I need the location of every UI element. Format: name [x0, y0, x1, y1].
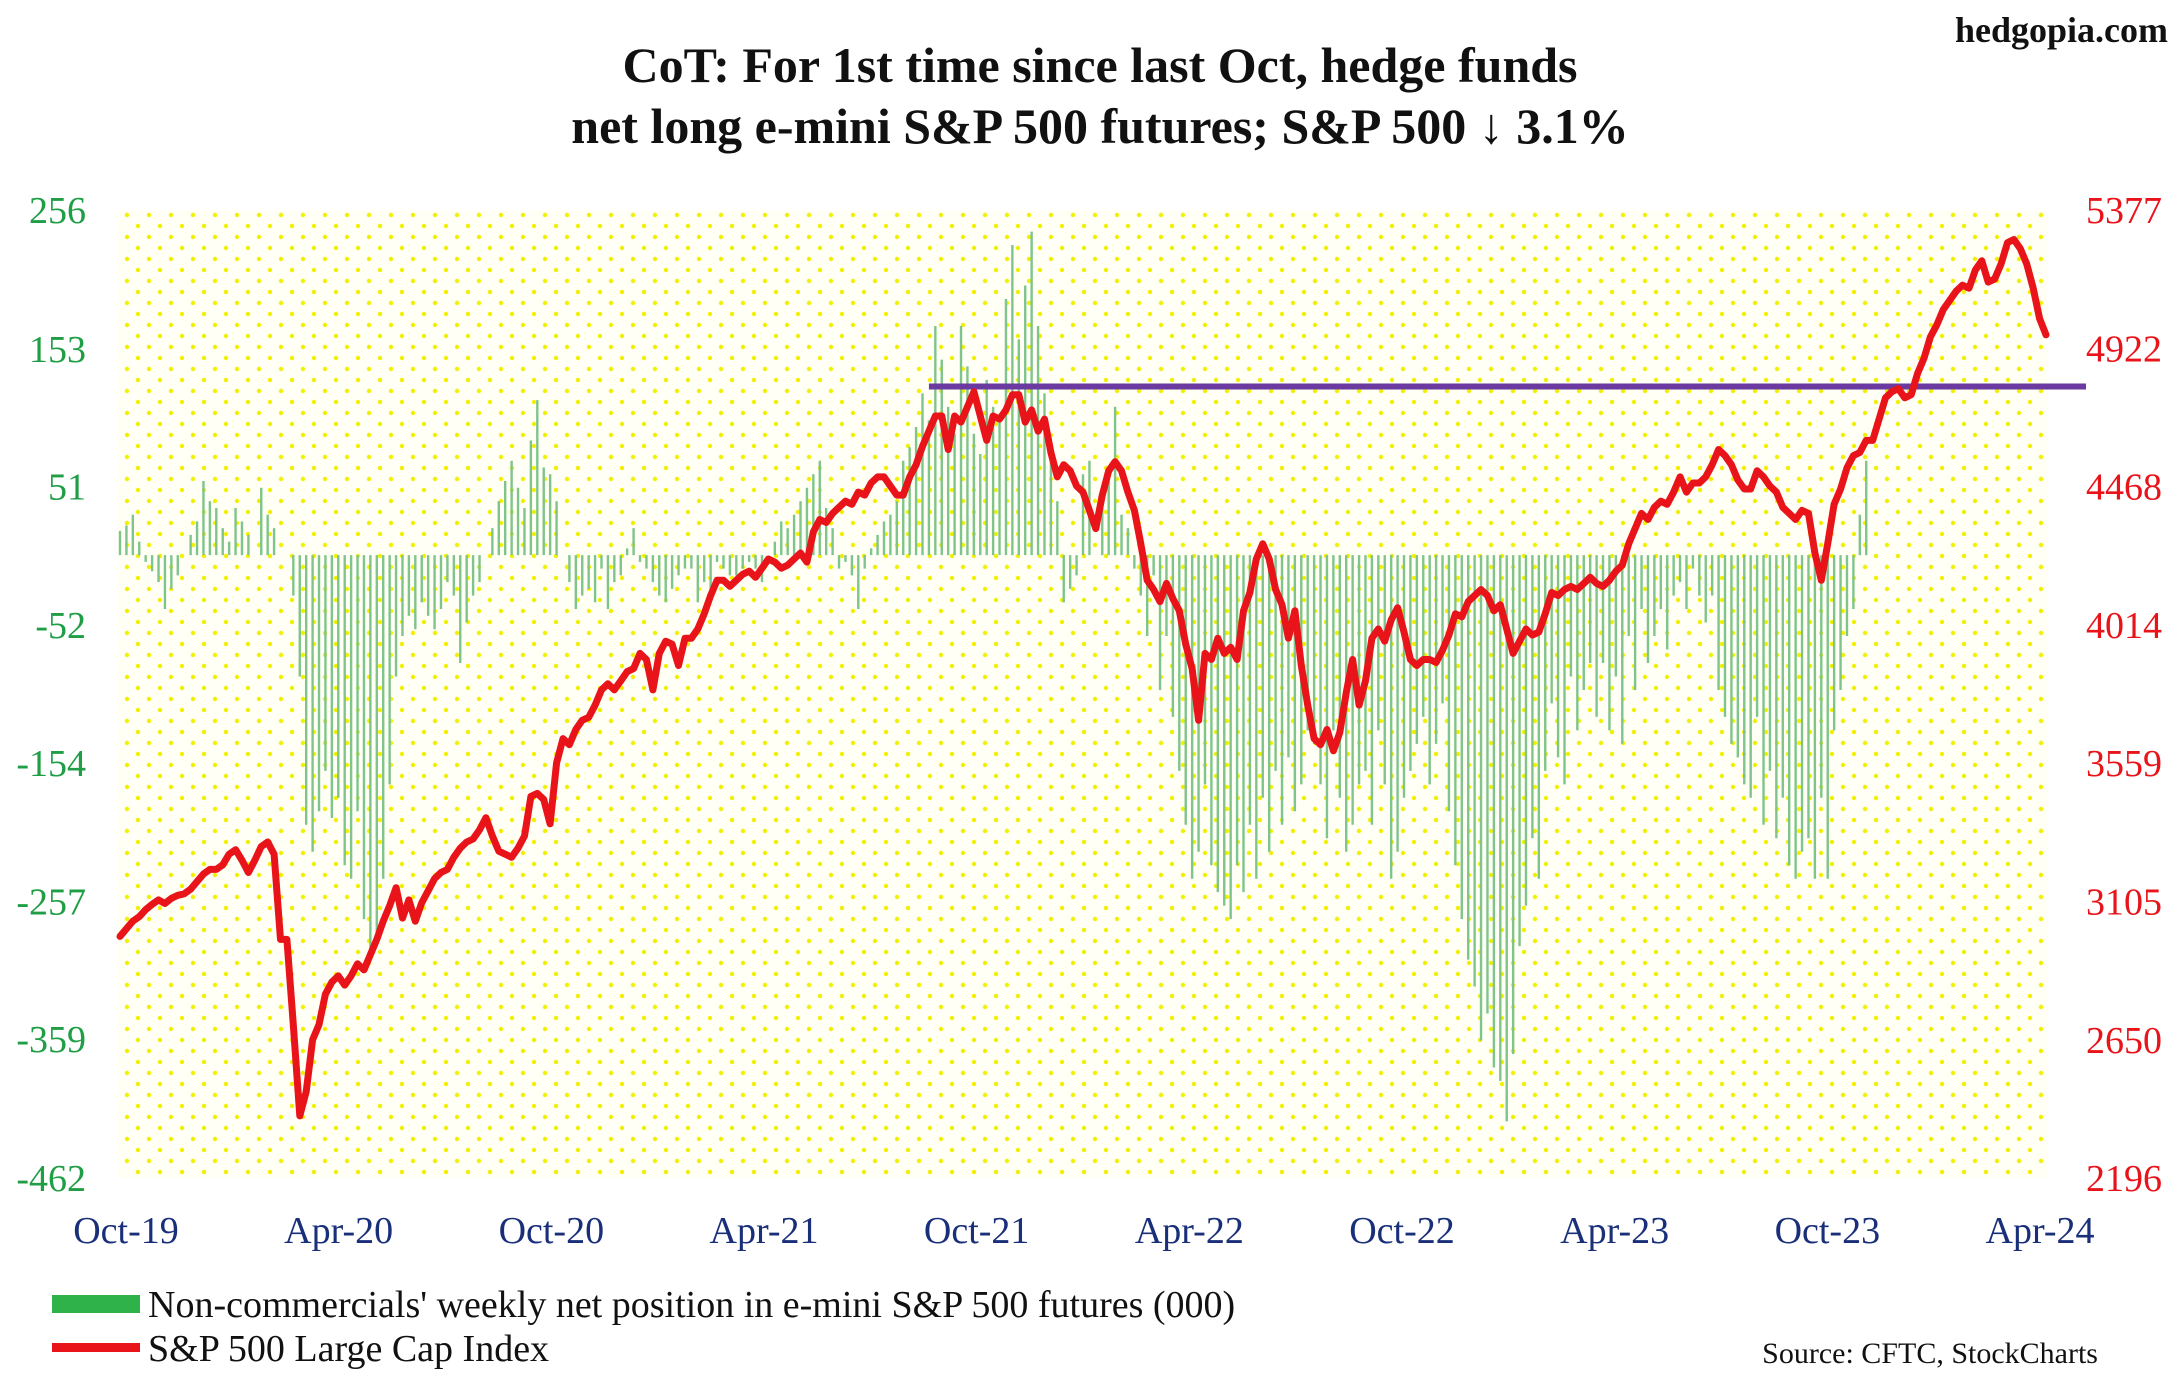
right-tick-label: 3105: [2086, 881, 2162, 923]
site-watermark: hedgopia.com: [1955, 10, 2168, 50]
x-axis-ticks: Oct-19 Apr-20 Oct-20 Apr-21 Oct-21 Apr-22 Oct-…: [73, 1210, 2094, 1252]
left-tick-label: -52: [35, 605, 86, 647]
left-tick-label: 51: [48, 466, 86, 508]
sp500-line: [116, 236, 2050, 1120]
right-tick-label: 2650: [2086, 1020, 2162, 1062]
sp500-line-group: [116, 236, 2050, 1120]
x-tick-label: Apr-22: [1135, 1210, 1244, 1252]
x-tick-label: Oct-22: [1349, 1210, 1455, 1252]
right-tick-label: 4468: [2086, 467, 2162, 509]
legend-bar-label: Non-commercials' weekly net position in …: [148, 1284, 1235, 1326]
source-note: Source: CFTC, StockCharts: [1762, 1337, 2098, 1370]
x-tick-label: Oct-20: [499, 1210, 605, 1252]
left-tick-label: 256: [29, 190, 86, 232]
x-tick-label: Apr-21: [710, 1210, 819, 1252]
right-axis-ticks: 5377 4922 4468 4014 3559 3105 2650 2196: [2086, 190, 2162, 1200]
chart-title-line-1: CoT: For 1st time since last Oct, hedge …: [622, 37, 1577, 93]
legend-line-label: S&P 500 Large Cap Index: [148, 1328, 549, 1370]
right-tick-label: 2196: [2086, 1158, 2162, 1200]
x-tick-label: Oct-19: [73, 1210, 179, 1252]
chart-title-line-2: net long e-mini S&P 500 futures; S&P 500…: [571, 98, 1628, 154]
left-tick-label: -154: [16, 743, 86, 785]
net-position-bars: [118, 231, 1868, 1122]
plot-dot-texture: [118, 210, 2048, 1178]
right-tick-label: 3559: [2086, 743, 2162, 785]
left-tick-label: 153: [29, 329, 86, 371]
x-tick-label: Oct-23: [1775, 1210, 1881, 1252]
left-tick-label: -257: [16, 882, 86, 924]
right-tick-label: 4922: [2086, 328, 2162, 370]
left-tick-label: -462: [16, 1158, 86, 1200]
x-tick-label: Apr-23: [1560, 1210, 1669, 1252]
legend-bar-swatch: [52, 1295, 140, 1313]
right-tick-label: 4014: [2086, 605, 2162, 647]
left-tick-label: -359: [16, 1019, 86, 1061]
left-axis-ticks: 256 153 51 -52 -154 -257 -359 -462: [16, 190, 86, 1200]
x-tick-label: Oct-21: [924, 1210, 1030, 1252]
legend-line-swatch: [52, 1343, 140, 1352]
right-tick-label: 5377: [2086, 190, 2162, 232]
x-tick-label: Apr-24: [1986, 1210, 2095, 1252]
x-tick-label: Apr-20: [284, 1210, 393, 1252]
